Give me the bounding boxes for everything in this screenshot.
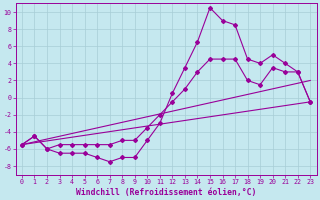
- X-axis label: Windchill (Refroidissement éolien,°C): Windchill (Refroidissement éolien,°C): [76, 188, 256, 197]
